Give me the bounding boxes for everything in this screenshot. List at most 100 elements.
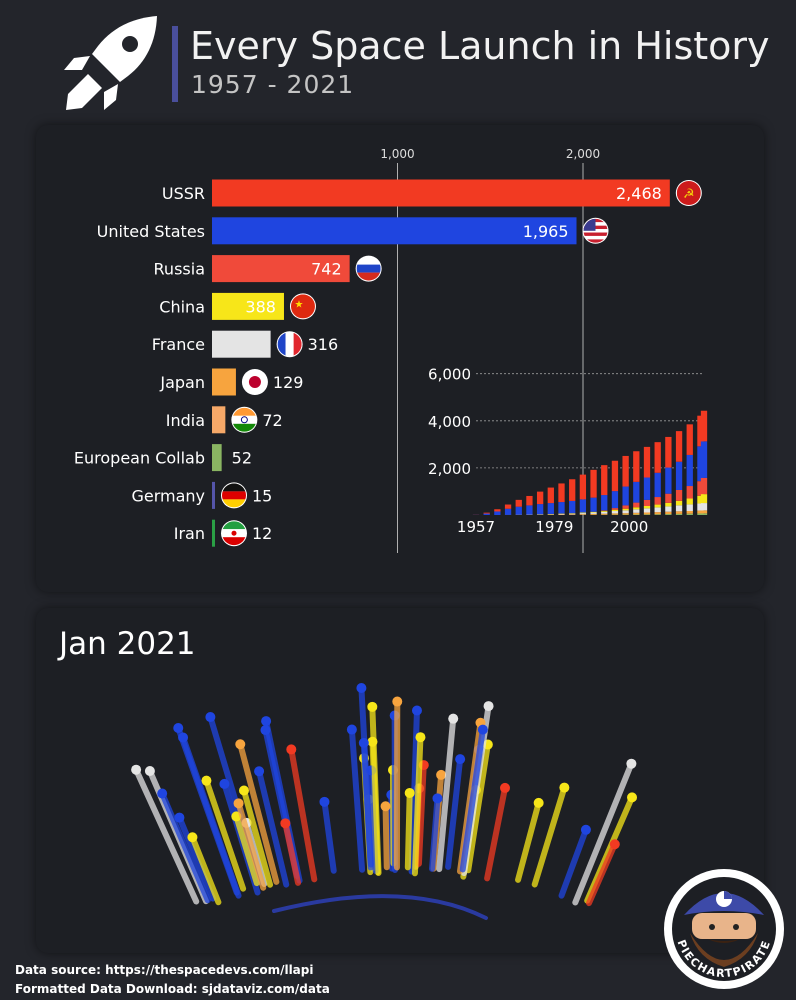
launch-dot <box>436 769 447 780</box>
flag-fill <box>277 332 302 357</box>
launch-trail <box>180 734 242 899</box>
bar <box>212 179 670 207</box>
launch-dot <box>205 712 216 723</box>
mini-bar-segment <box>536 504 544 515</box>
launch-dot <box>238 785 249 796</box>
launch-trail <box>531 784 568 888</box>
mini-bar-segment <box>558 502 565 514</box>
mini-bar-segment <box>504 508 512 515</box>
bar <box>212 330 271 358</box>
launch-dot <box>609 839 620 850</box>
mini-bar-segment <box>590 513 597 515</box>
footer: Data source: https://thespacedevs.com/ll… <box>15 961 330 999</box>
mini-bar-segment <box>558 483 565 503</box>
title-accent-bar <box>172 26 178 102</box>
mini-bar-segment <box>675 489 683 501</box>
mini-bar-segment <box>700 441 708 478</box>
category-label: China <box>159 297 205 316</box>
launch-dot <box>201 775 212 786</box>
mini-bar-segment <box>526 495 533 506</box>
rocket-icon <box>64 16 157 110</box>
category-label: Japan <box>159 373 205 392</box>
launch-dot <box>367 701 378 712</box>
mini-bar-segment <box>654 497 661 505</box>
mini-bar-segment <box>686 454 693 487</box>
mini-bar-segment <box>633 451 640 482</box>
mini-bar-segment <box>536 491 544 505</box>
launch-dot <box>346 724 357 735</box>
launch-dot <box>580 824 591 835</box>
value-label: 15 <box>252 486 272 505</box>
launch-trail <box>445 756 464 870</box>
mini-bar-segment <box>654 442 661 473</box>
mini-bar-segment <box>601 513 608 515</box>
mini-bar-segment <box>675 505 683 512</box>
launch-trail <box>465 741 491 874</box>
launch-dot <box>178 732 189 743</box>
mini-bar-segment <box>665 514 672 515</box>
launch-dot <box>319 796 330 807</box>
launch-dots-visual <box>131 682 638 920</box>
launch-trail <box>429 795 441 872</box>
mini-bar-segment <box>643 446 651 478</box>
mini-bar-segment <box>633 481 640 503</box>
launch-dot <box>219 778 230 789</box>
mini-bar-segment <box>494 509 501 512</box>
mini-bar-segment <box>579 514 587 515</box>
mini-bar-segment <box>569 514 576 515</box>
mini-bar-segment <box>590 512 597 514</box>
launch-trail <box>321 798 337 874</box>
launch-dot <box>533 797 544 808</box>
launch-dot <box>455 754 466 765</box>
launch-dot <box>356 682 367 693</box>
mini-bar-segment <box>697 503 704 511</box>
mini-bar-segment <box>686 513 693 515</box>
piechartpirate-logo: PIECHARTPIRATE <box>664 869 784 989</box>
mini-bar-segment <box>675 461 683 490</box>
launch-dot <box>415 732 426 743</box>
mini-bar-segment <box>643 506 651 509</box>
launch-trail <box>411 734 424 877</box>
bar <box>212 368 236 396</box>
mini-bar-segment <box>686 498 693 505</box>
value-label: 742 <box>311 260 342 279</box>
launch-dot <box>432 793 443 804</box>
launch-trail <box>436 715 457 873</box>
flag-fill: ☭ <box>676 181 701 205</box>
launch-dot <box>500 782 511 793</box>
launch-dot <box>174 812 185 823</box>
mini-bar-segment <box>654 512 661 515</box>
mini-bar-segment <box>654 472 661 498</box>
mini-bar-segment <box>665 506 672 512</box>
mini-bar-segment <box>504 504 512 509</box>
mini-bar-segment <box>547 487 554 504</box>
mini-bar-segment <box>700 477 708 495</box>
launch-trail <box>237 741 280 885</box>
mini-bar-segment <box>590 469 597 498</box>
category-label: European Collab <box>74 449 205 468</box>
mini-bar-segment <box>579 499 587 513</box>
launch-trail <box>203 777 247 892</box>
category-label: Germany <box>131 486 205 505</box>
launch-dot <box>261 716 272 727</box>
mini-bar-segment <box>622 486 629 506</box>
launch-dot <box>233 798 244 809</box>
mini-y-tick-label: 6,000 <box>428 366 471 384</box>
mini-bar-segment <box>611 491 619 509</box>
launch-dot <box>626 758 637 769</box>
mini-bar-segment <box>643 514 651 515</box>
category-label: Russia <box>154 260 205 279</box>
mini-bar-segment <box>686 486 693 499</box>
launch-dot <box>131 764 142 775</box>
launch-trail <box>256 768 290 888</box>
mini-bar-segment <box>547 503 554 514</box>
mini-bar-segment <box>611 513 619 515</box>
mini-bar-segment <box>643 477 651 500</box>
launch-dot <box>144 766 155 777</box>
mini-bar-segment <box>601 510 608 512</box>
mini-bar-segment <box>622 505 629 509</box>
mini-bar-segment <box>654 504 661 508</box>
mini-bar-segment <box>611 511 619 514</box>
launch-trail <box>558 826 589 899</box>
header: Every Space Launch in History 1957 - 202… <box>0 0 796 120</box>
